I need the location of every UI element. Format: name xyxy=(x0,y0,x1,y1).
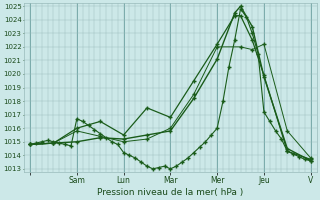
X-axis label: Pression niveau de la mer( hPa ): Pression niveau de la mer( hPa ) xyxy=(97,188,244,197)
